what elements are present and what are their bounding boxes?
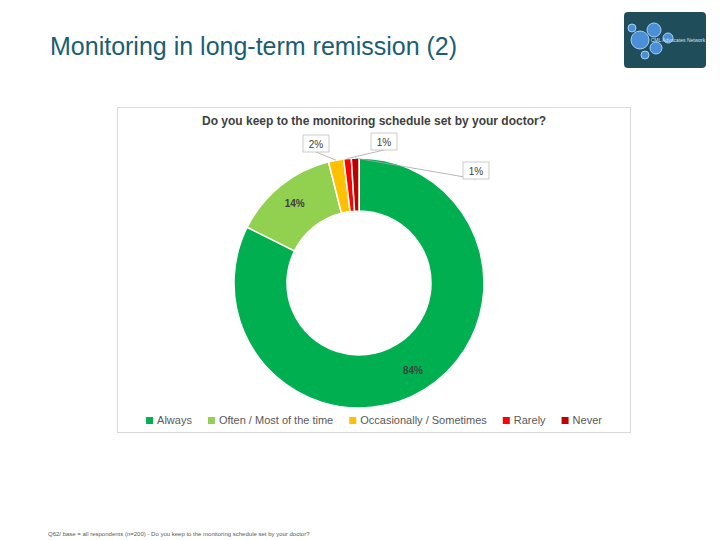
legend: Always Often / Most of the time Occasional…	[146, 414, 602, 426]
label-box	[303, 135, 329, 152]
leader-line	[316, 152, 336, 160]
legend-swatch	[146, 417, 153, 424]
label-box	[463, 162, 489, 179]
leader-line	[347, 150, 384, 159]
logo-bg	[624, 12, 706, 68]
data-labels: 84% 14% 2% 1% 1%	[285, 133, 489, 376]
legend-label: Rarely	[514, 414, 546, 426]
logo-dot	[628, 24, 636, 32]
data-label: 1%	[469, 166, 484, 177]
chart-frame	[118, 108, 631, 433]
legend-label: Always	[157, 414, 192, 426]
slices	[234, 158, 484, 408]
legend-swatch	[503, 417, 510, 424]
slice	[351, 158, 359, 211]
slide-canvas: Monitoring in long-term remission (2) CML…	[0, 0, 720, 540]
slice	[234, 158, 484, 408]
logo-dot	[647, 23, 661, 37]
data-label: 2%	[309, 139, 324, 150]
footnote: Q62/ base = all respondents (n=200) - Do…	[48, 531, 310, 537]
logo-dot	[641, 51, 649, 59]
legend-swatch	[349, 417, 356, 424]
data-label: 84%	[403, 365, 423, 376]
slide-title: Monitoring in long-term remission (2)	[50, 32, 457, 60]
label-box	[371, 133, 397, 150]
chart-title: Do you keep to the monitoring schedule s…	[202, 114, 546, 128]
legend-item: Often / Most of the time	[208, 414, 333, 426]
slice	[247, 162, 341, 251]
legend-label: Never	[573, 414, 603, 426]
logo: CML Advocates Network	[624, 12, 706, 68]
legend-label: Often / Most of the time	[219, 414, 333, 426]
leader-line	[355, 158, 476, 179]
legend-item: Never	[562, 414, 603, 426]
logo-text: CML Advocates Network	[651, 37, 706, 43]
legend-item: Rarely	[503, 414, 546, 426]
legend-item: Always	[146, 414, 192, 426]
data-label: 1%	[377, 137, 392, 148]
legend-item: Occasionally / Sometimes	[349, 414, 487, 426]
legend-label: Occasionally / Sometimes	[360, 414, 487, 426]
data-label: 14%	[285, 198, 305, 209]
slide: Monitoring in long-term remission (2) CML…	[0, 0, 720, 540]
logo-dot	[631, 31, 649, 49]
legend-swatch	[562, 417, 569, 424]
legend-swatch	[208, 417, 215, 424]
logo-dot	[650, 42, 662, 54]
